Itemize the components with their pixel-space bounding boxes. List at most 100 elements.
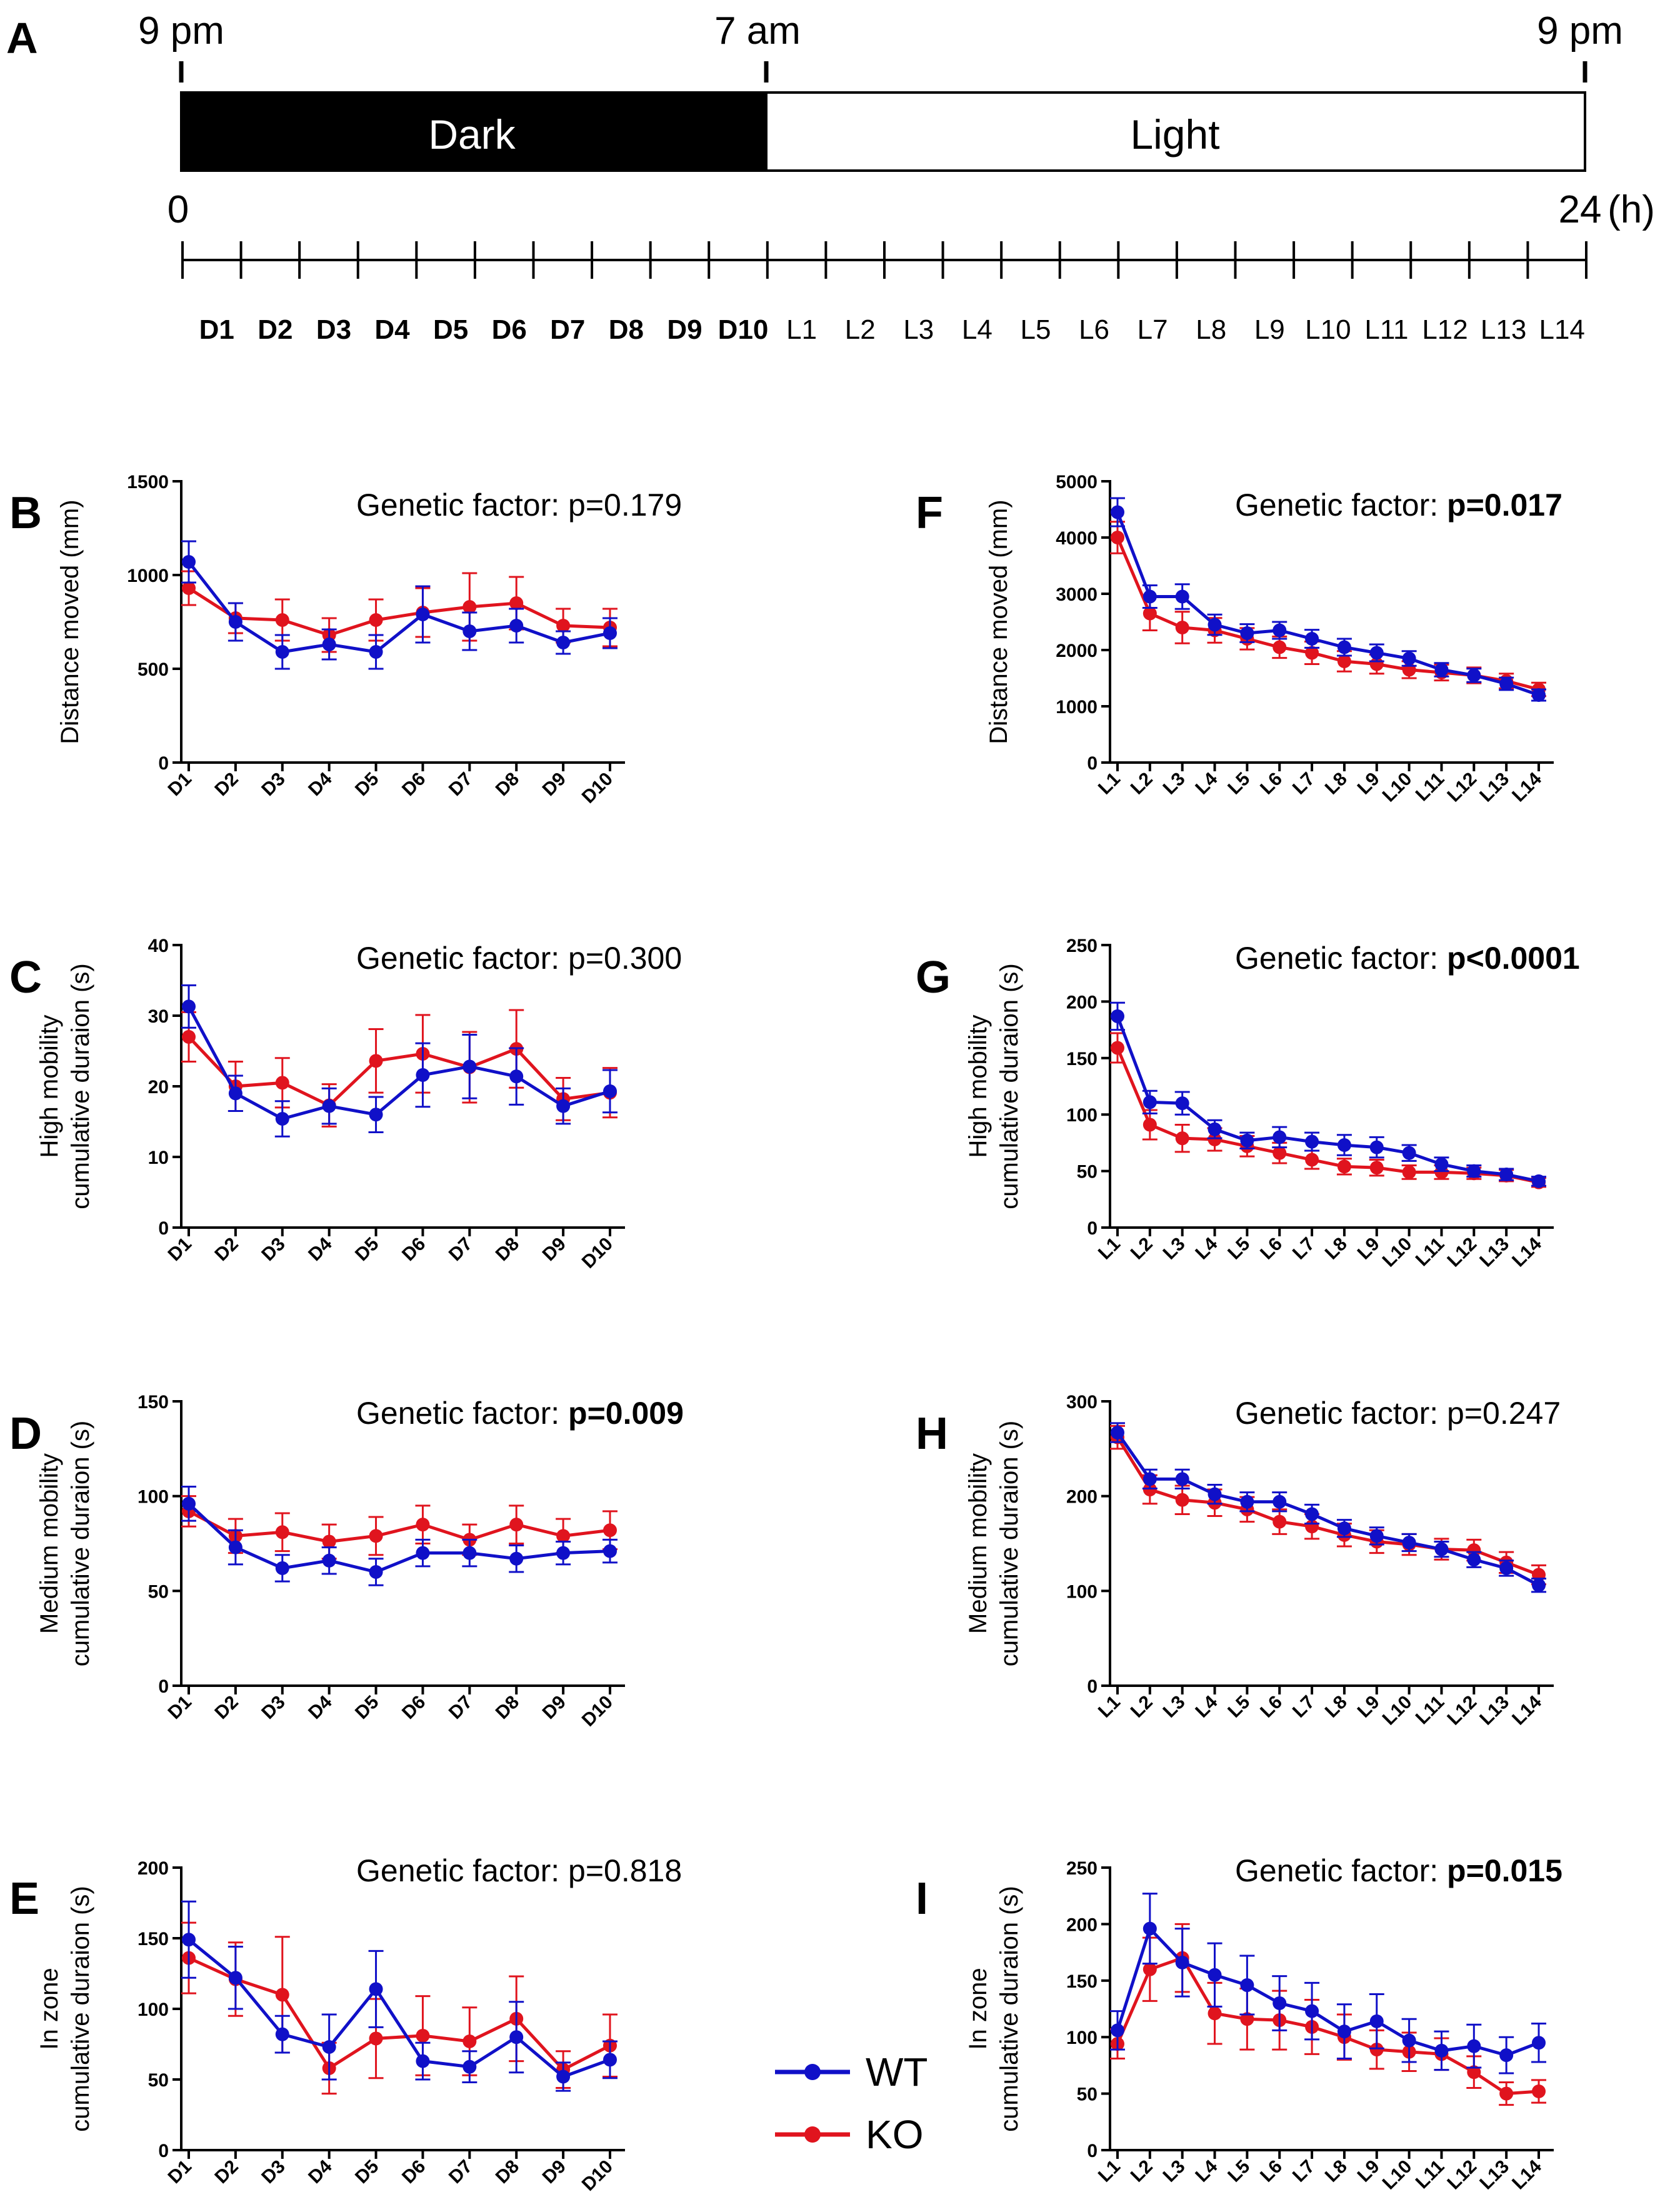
series-wt <box>181 540 618 670</box>
hour-label-start: 0 <box>168 188 189 231</box>
y-tick-label: 100 <box>1066 1581 1098 1602</box>
x-tick-label: L2 <box>1127 769 1157 799</box>
x-tick-label: L4 <box>1191 768 1221 798</box>
data-point-ko <box>1402 1538 1416 1552</box>
x-tick-label: L8 <box>1321 1234 1351 1264</box>
data-point-ko <box>416 1518 430 1532</box>
y-tick-label: 150 <box>1066 1049 1098 1069</box>
data-point-wt <box>1337 640 1351 654</box>
x-tick-label: D4 <box>304 768 336 800</box>
x-tick-label: L7 <box>1289 2156 1319 2186</box>
genetic-factor-annotation: Genetic factor: p=0.818 <box>356 1853 682 1888</box>
data-point-wt <box>369 1565 383 1579</box>
data-point-ko <box>509 2011 524 2026</box>
timeline-dark-bin-label: D8 <box>609 314 644 345</box>
data-point-ko <box>1467 668 1481 683</box>
data-point-wt <box>1208 1122 1222 1136</box>
x-tick-label: D8 <box>492 1692 523 1723</box>
data-point-wt <box>275 2027 289 2041</box>
data-point-ko <box>603 621 617 634</box>
timeline-light-bin-label: L8 <box>1196 314 1226 345</box>
data-point-wt <box>1208 618 1222 632</box>
data-point-ko <box>1369 1161 1384 1175</box>
series-line-ko <box>1116 1956 1539 2096</box>
y-tick-label: 0 <box>158 753 169 774</box>
data-point-wt <box>416 1546 430 1560</box>
data-point-wt <box>603 626 617 640</box>
data-point-wt <box>1305 2004 1319 2018</box>
panel-letter: I <box>916 1874 928 1924</box>
series-line-ko <box>188 1956 611 2072</box>
y-tick-label: 0 <box>158 1676 169 1697</box>
y-tick-label: 30 <box>148 1006 169 1027</box>
x-tick-label: L10 <box>1379 769 1416 806</box>
data-point-wt <box>462 2059 477 2074</box>
data-point-wt <box>1467 2039 1481 2053</box>
x-tick-label: D4 <box>304 1691 336 1723</box>
series-wt <box>1110 497 1546 702</box>
data-point-ko <box>1467 1166 1481 1181</box>
timeline-dark-bin-label: D5 <box>433 314 468 345</box>
data-point-ko <box>369 1054 383 1068</box>
timeline-light-bin-label: L1 <box>786 314 817 345</box>
data-point-wt <box>1532 1578 1546 1593</box>
y-tick-label: 100 <box>138 1999 169 2020</box>
series-line-wt <box>1116 1431 1540 1587</box>
data-point-wt <box>1272 623 1287 638</box>
data-point-wt <box>369 645 383 659</box>
data-point-ko <box>369 1529 383 1543</box>
series-line-ko <box>1116 1436 1539 1576</box>
x-tick-label: D7 <box>445 1692 476 1723</box>
timeline-light-bin-label: L2 <box>845 314 876 345</box>
timeline-dark-bin-label: D4 <box>374 314 410 345</box>
data-point-wt <box>1337 1138 1351 1153</box>
legend-wt-label: WT <box>866 2049 928 2094</box>
data-point-wt <box>228 1540 242 1554</box>
time-label-end: 9 pm <box>1537 9 1623 53</box>
data-point-wt <box>1208 1487 1222 1501</box>
panel-letter: F <box>916 488 943 538</box>
x-tick-label: L11 <box>1412 1692 1449 1729</box>
x-tick-label: D1 <box>164 2156 195 2188</box>
data-point-ko <box>1175 1951 1189 1965</box>
x-tick-label: L14 <box>1508 768 1546 806</box>
data-point-wt <box>416 608 430 621</box>
data-point-wt <box>1142 1472 1157 1486</box>
series-ko <box>181 1495 618 1560</box>
data-point-ko <box>228 1529 242 1543</box>
data-point-wt <box>1111 505 1124 519</box>
y-tick-label: 50 <box>1077 2084 1098 2105</box>
y-tick-label: 100 <box>1066 2028 1098 2048</box>
y-tick-label: 150 <box>138 1929 169 1949</box>
x-tick-label: D4 <box>304 2156 336 2188</box>
data-point-ko <box>1467 1543 1481 1558</box>
x-tick-label: D5 <box>351 769 382 800</box>
x-tick-label: L9 <box>1354 2156 1384 2186</box>
x-tick-label: D10 <box>578 2156 617 2195</box>
timeline-dark-bin-label: D2 <box>258 314 292 345</box>
x-tick-label: L8 <box>1321 1692 1351 1722</box>
data-point-ko <box>1305 1153 1319 1167</box>
data-point-wt <box>1499 1168 1514 1182</box>
data-point-ko <box>1305 1519 1319 1534</box>
data-point-wt <box>322 1099 336 1113</box>
data-point-wt <box>1240 626 1254 640</box>
x-tick-label: D3 <box>258 769 289 800</box>
y-axis-label: In zone <box>36 1968 63 2049</box>
x-tick-label: L3 <box>1159 1234 1189 1264</box>
legend: WT KO <box>775 2049 928 2157</box>
timeline-dark-bin-label: D10 <box>718 314 769 345</box>
data-point-ko <box>1111 531 1124 544</box>
y-tick-label: 150 <box>138 1392 169 1413</box>
data-point-ko <box>1175 621 1189 634</box>
data-point-wt <box>1467 1164 1481 1178</box>
data-point-wt <box>1111 1426 1124 1440</box>
data-point-ko <box>369 2031 383 2046</box>
data-point-ko <box>182 1951 196 1965</box>
legend-ko-label: KO <box>866 2112 923 2157</box>
x-tick-label: D1 <box>164 1692 195 1723</box>
data-point-ko <box>1337 1528 1351 1542</box>
x-tick-label: L3 <box>1159 2156 1189 2186</box>
timeline-light-bin-label: L5 <box>1020 314 1051 345</box>
x-tick-label: D2 <box>211 1692 242 1723</box>
